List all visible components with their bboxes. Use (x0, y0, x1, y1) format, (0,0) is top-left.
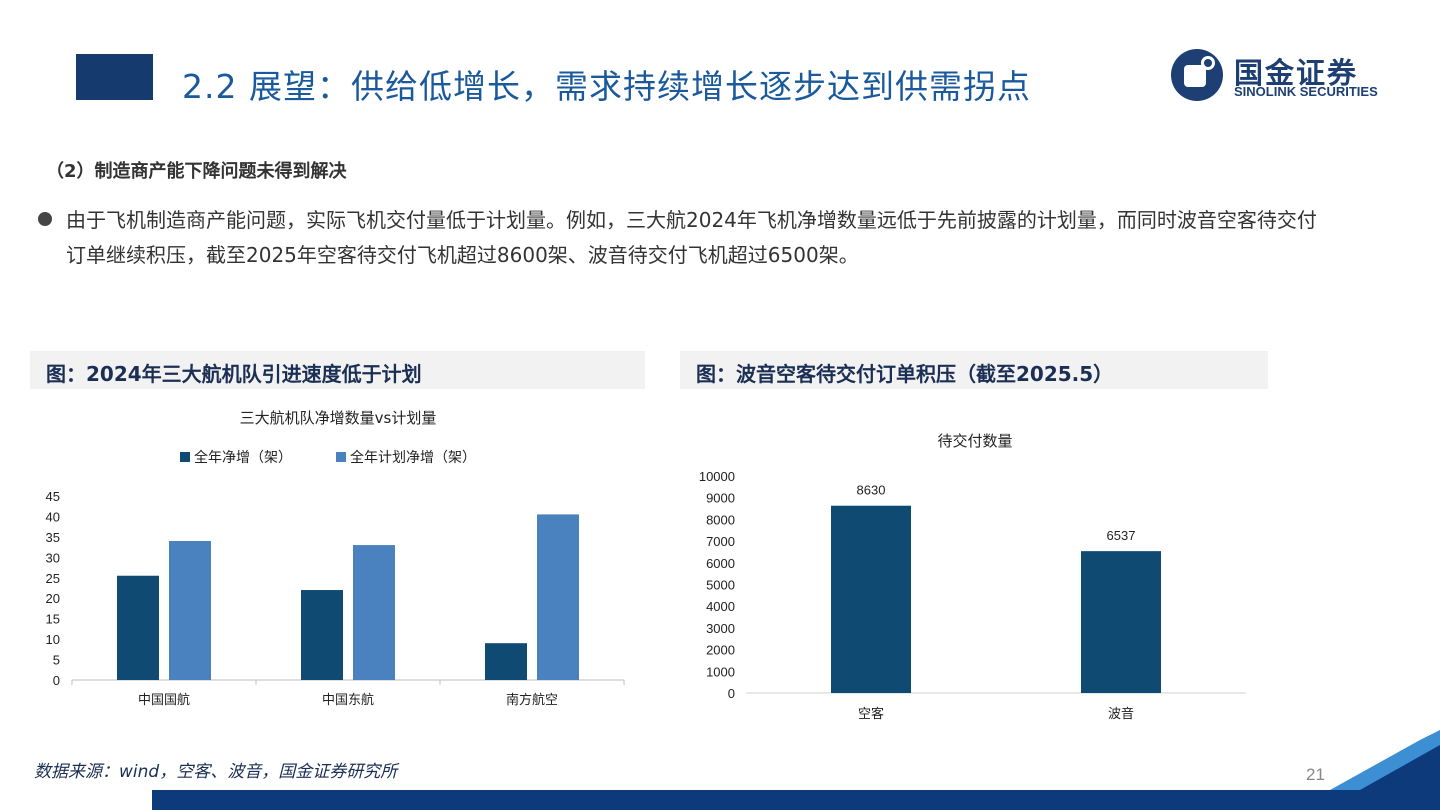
y-tick-label: 5 (53, 653, 60, 668)
title-accent-block (76, 54, 153, 100)
bar-1 (1081, 551, 1161, 693)
right-figure-caption-bar: 图：波音空客待交付订单积压（截至2025.5） (680, 351, 1268, 389)
y-tick-label: 1000 (706, 664, 735, 679)
y-tick-label: 7000 (706, 534, 735, 549)
y-tick-label: 35 (46, 530, 60, 545)
y-tick-label: 20 (46, 591, 60, 606)
logo-chinese-name: 国金证券 (1234, 56, 1359, 90)
y-tick-label: 0 (53, 673, 60, 688)
bullet-dot-icon (38, 212, 52, 226)
data-label: 8630 (857, 483, 886, 498)
y-tick-label: 25 (46, 571, 60, 586)
page-title: 2.2 展望：供给低增长，需求持续增长逐步达到供需拐点 (182, 67, 1031, 106)
logo-mark-icon (1171, 49, 1223, 101)
y-tick-label: 6000 (706, 556, 735, 571)
chart-title: 三大航机队净增数量vs计划量 (240, 409, 437, 427)
y-tick-label: 5000 (706, 578, 735, 593)
y-tick-label: 8000 (706, 512, 735, 527)
y-tick-label: 40 (46, 509, 60, 524)
company-logo: 国金证券 SINOLINK SECURITIES (1170, 46, 1420, 104)
x-category-label: 空客 (858, 706, 884, 722)
bullet-paragraph: 由于飞机制造商产能问题，实际飞机交付量低于计划量。例如，三大航2024年飞机净增… (66, 208, 1317, 267)
legend-label-0: 全年净增（架） (194, 449, 292, 466)
chart-title: 待交付数量 (937, 432, 1012, 450)
data-source-note: 数据来源：wind，空客、波音，国金证券研究所 (34, 762, 398, 782)
bar-actual-2 (485, 643, 527, 680)
y-tick-label: 9000 (706, 491, 735, 506)
bar-actual-0 (117, 575, 159, 680)
left-figure-caption: 图：2024年三大航机队引进速度低于计划 (46, 362, 422, 386)
bar-planned-1 (353, 545, 395, 680)
section-subheading: （2）制造商产能下降问题未得到解决 (46, 161, 347, 182)
y-tick-label: 45 (46, 489, 60, 504)
y-tick-label: 10 (46, 632, 60, 647)
left-figure-caption-bar: 图：2024年三大航机队引进速度低于计划 (30, 351, 645, 389)
logo-english-name: SINOLINK SECURITIES (1234, 84, 1378, 99)
y-tick-label: 3000 (706, 621, 735, 636)
data-label: 6537 (1107, 528, 1136, 543)
y-tick-label: 30 (46, 550, 60, 565)
bar-0 (831, 505, 911, 693)
y-tick-label: 10000 (699, 469, 735, 484)
y-tick-label: 2000 (706, 643, 735, 658)
page-number: 21 (1306, 765, 1325, 784)
bar-planned-2 (537, 514, 579, 680)
y-tick-label: 0 (728, 686, 735, 701)
bar-actual-1 (301, 590, 343, 680)
bar-planned-0 (169, 540, 211, 680)
x-category-label: 中国国航 (138, 692, 190, 708)
y-tick-label: 15 (46, 612, 60, 627)
x-category-label: 南方航空 (506, 692, 558, 708)
right-figure-caption: 图：波音空客待交付订单积压（截至2025.5） (696, 362, 1114, 386)
y-tick-label: 4000 (706, 599, 735, 614)
legend-swatch-1 (336, 452, 346, 462)
x-category-label: 波音 (1108, 706, 1134, 722)
legend-swatch-0 (180, 452, 190, 462)
legend-label-1: 全年计划净增（架） (350, 449, 476, 466)
x-category-label: 中国东航 (322, 692, 374, 708)
